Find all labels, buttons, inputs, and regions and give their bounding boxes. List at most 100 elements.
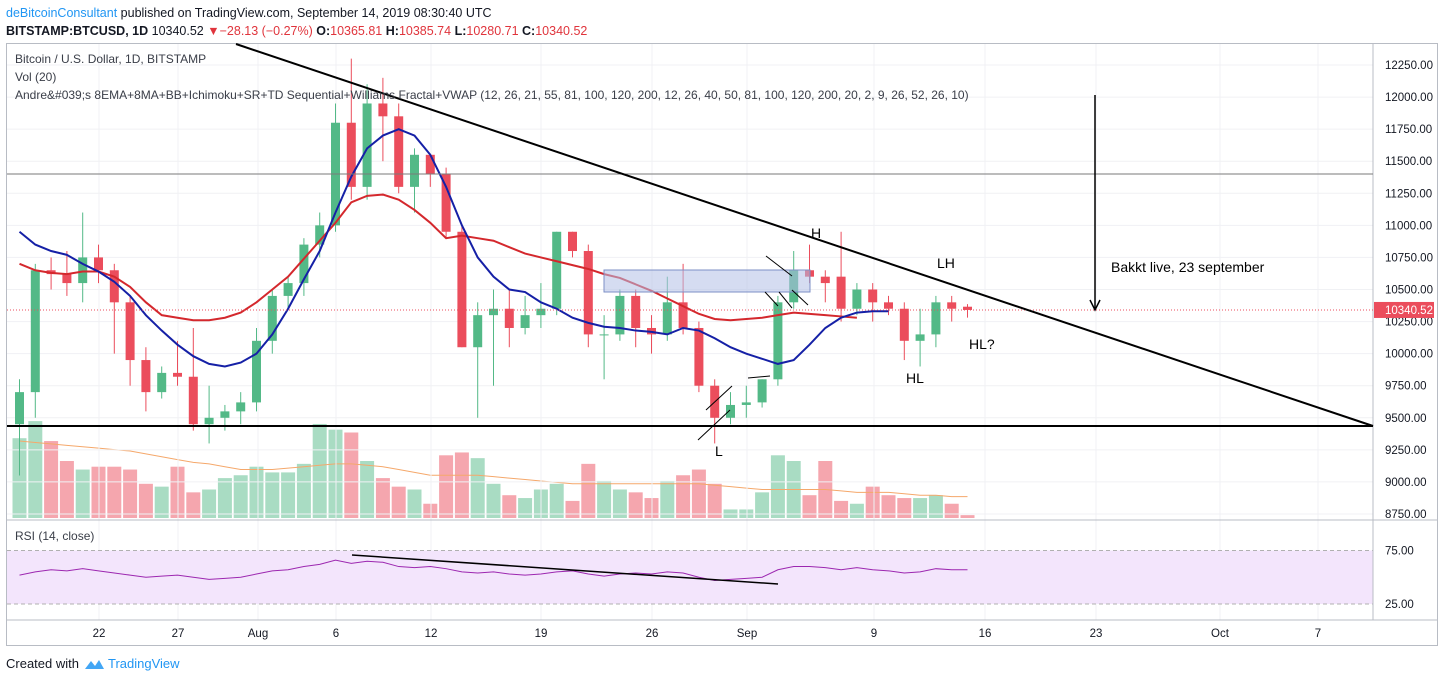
volume-bar	[676, 475, 691, 518]
publish-info: published on TradingView.com, September …	[120, 6, 492, 20]
candle	[188, 376, 198, 425]
candle	[299, 244, 309, 284]
pattern-line	[705, 385, 733, 411]
candle	[441, 174, 451, 232]
last-price-tag-text: 10340.52	[1385, 305, 1433, 317]
candle	[346, 122, 356, 187]
time-tick: 19	[535, 628, 548, 640]
candle	[204, 417, 214, 425]
volume-bar	[834, 500, 849, 518]
volume-bar	[755, 492, 770, 518]
annotation-label: LH	[937, 255, 955, 271]
candle	[78, 257, 88, 284]
volume-bar	[770, 455, 785, 518]
chart-panel[interactable]	[6, 43, 1438, 646]
volume-bar	[502, 495, 517, 518]
pattern-line	[764, 291, 779, 307]
candle	[125, 302, 135, 361]
volume-bar	[691, 469, 706, 518]
candle	[141, 360, 151, 393]
last-price-tag	[1374, 301, 1434, 318]
volume-bar	[518, 498, 533, 518]
candle	[773, 302, 783, 380]
indicator-legend: Andre&#039;s 8EMA+8MA+BB+Ichimoku+SR+TD …	[15, 88, 969, 102]
candle	[473, 315, 483, 348]
rsi-tick: 25.00	[1385, 599, 1414, 611]
pattern-line	[747, 375, 771, 379]
last-price: 10340.52	[151, 24, 204, 38]
candle	[173, 372, 182, 377]
tradingview-logo[interactable]: TradingView	[83, 656, 180, 671]
volume-bar	[75, 469, 90, 518]
volume-bar	[913, 498, 928, 518]
annotation-label: Bakkt live, 23 september	[1111, 259, 1265, 275]
time-tick: 6	[333, 628, 339, 640]
quote-line: BITSTAMP:BTCUSD, 1D 10340.52 ▼−28.13 (−0…	[6, 22, 587, 40]
price-tick: 12000.00	[1385, 92, 1433, 104]
candle	[741, 402, 751, 405]
candle	[899, 308, 909, 341]
volume-bar	[423, 503, 438, 518]
time-tick: 16	[979, 628, 992, 640]
arrow-head-icon	[1089, 299, 1101, 312]
candle	[631, 295, 641, 328]
candle	[220, 411, 230, 418]
volume-bar	[881, 495, 896, 518]
symbol-label: BITSTAMP:BTCUSD, 1D	[6, 24, 149, 38]
high-label: H:	[385, 24, 399, 38]
author-name[interactable]: deBitcoinConsultant	[6, 6, 118, 20]
annotation-label: HL	[906, 370, 924, 386]
price-tick: 10250.00	[1385, 317, 1433, 329]
candle	[252, 340, 261, 403]
annotation-label: H	[811, 225, 821, 241]
cloud-icon	[84, 659, 104, 669]
volume-bar	[344, 432, 359, 518]
volume-bar	[944, 503, 959, 518]
created-with-label: Created with	[6, 656, 79, 671]
candle	[378, 103, 388, 117]
publish-header: deBitcoinConsultant published on Trading…	[6, 4, 492, 22]
price-tick: 9500.00	[1385, 413, 1427, 425]
volume-legend: Vol (20)	[15, 70, 57, 84]
candle	[394, 116, 404, 187]
time-tick: Aug	[248, 628, 268, 640]
rsi-line	[19, 559, 968, 581]
axis-layer: 12250.00 12000.00 11750.00 11500.00 11250.00…	[7, 44, 1438, 640]
ma-line	[18, 128, 889, 368]
candle	[915, 334, 925, 341]
time-tick: 12	[425, 628, 438, 640]
candle	[963, 306, 972, 310]
volume-bar	[202, 489, 217, 518]
volume-bar	[44, 441, 59, 518]
down-triangle-icon: ▼	[207, 24, 220, 38]
candle	[504, 308, 514, 328]
price-tick: 10000.00	[1385, 349, 1433, 361]
candle	[931, 302, 941, 335]
price-tick: 8750.00	[1385, 509, 1427, 521]
low-label: L:	[454, 24, 467, 38]
candle	[30, 270, 40, 393]
candle	[425, 154, 435, 175]
chart-title: Bitcoin / U.S. Dollar, 1D, BITSTAMP	[15, 52, 207, 66]
low-value: 10280.71	[466, 24, 519, 38]
volume-bar	[281, 472, 296, 518]
volume-bar	[802, 495, 817, 518]
candle	[583, 251, 593, 335]
candle	[520, 315, 530, 328]
candle	[694, 327, 704, 386]
volume-bar	[186, 492, 201, 518]
descending-trendline	[235, 43, 1374, 427]
time-tick: Oct	[1211, 628, 1230, 640]
volume-bar	[549, 483, 564, 518]
volume-bar	[960, 515, 975, 518]
candle	[678, 302, 688, 328]
candle-layer	[15, 58, 972, 476]
candle	[236, 402, 246, 412]
volume-bar	[217, 478, 232, 518]
candle	[62, 274, 72, 284]
volume-bar	[28, 421, 43, 518]
volume-bar	[296, 463, 311, 518]
time-tick: 9	[871, 628, 877, 640]
volume-bar	[154, 486, 169, 518]
